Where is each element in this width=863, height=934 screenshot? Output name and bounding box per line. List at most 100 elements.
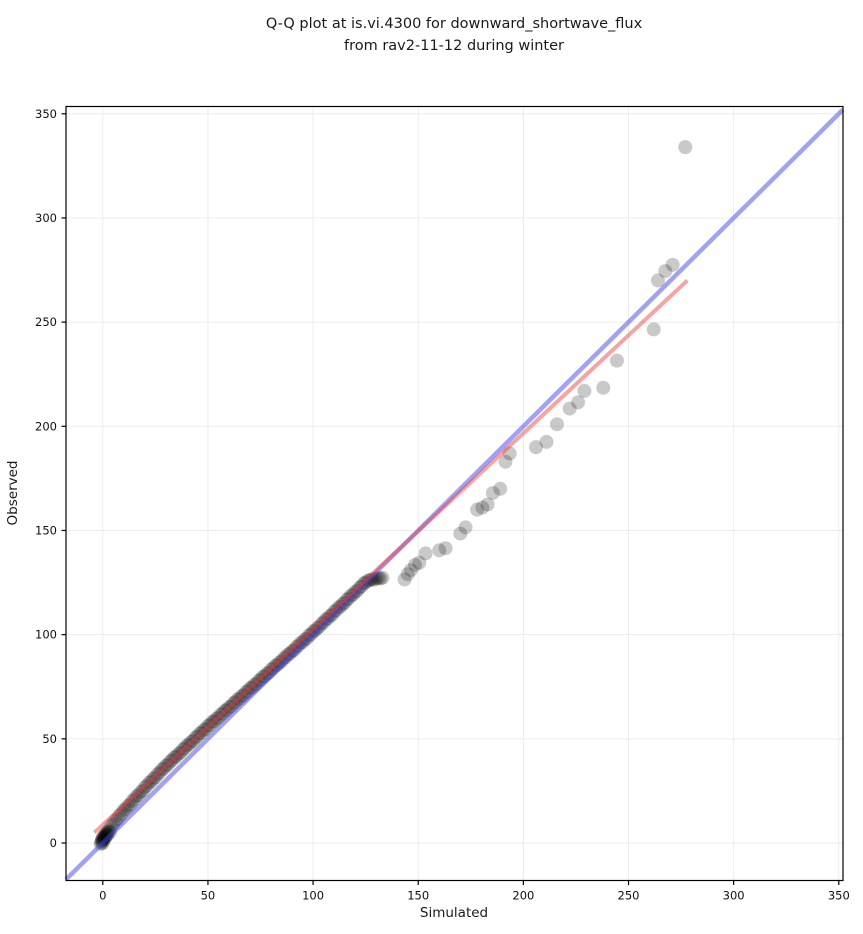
scatter-point	[127, 792, 142, 807]
y-tick-label: 100	[35, 628, 57, 642]
scatter-point	[453, 526, 468, 541]
scatter-point	[375, 570, 390, 585]
scatter-point	[373, 571, 388, 586]
x-tick-label: 150	[407, 889, 429, 903]
scatter-point	[203, 717, 218, 732]
scatter-point	[650, 273, 665, 288]
scatter-point	[207, 714, 222, 729]
scatter-point	[142, 775, 157, 790]
scatter-point	[148, 770, 163, 785]
scatter-point	[211, 710, 226, 725]
scatter-point	[609, 353, 624, 368]
x-tick-label: 350	[828, 889, 850, 903]
scatter-point	[118, 801, 133, 816]
y-tick-label: 300	[35, 211, 57, 225]
scatter-point	[412, 555, 427, 570]
y-tick-label: 200	[35, 419, 57, 433]
x-tick-label: 50	[201, 889, 216, 903]
scatter-point	[528, 440, 543, 455]
scatter-point	[131, 788, 146, 803]
scatter-point	[112, 808, 127, 823]
scatter-point	[658, 264, 673, 279]
scatter-point	[485, 485, 500, 500]
scatter-point	[200, 718, 215, 733]
scatter-point	[577, 383, 592, 398]
scatter-point	[163, 754, 178, 769]
scatter-point	[125, 794, 140, 809]
scatter-point	[198, 721, 213, 736]
scatter-point	[171, 746, 186, 761]
y-tick-label: 0	[50, 836, 57, 850]
scatter-point	[418, 546, 433, 561]
scatter-point	[177, 741, 192, 756]
scatter-point	[152, 765, 167, 780]
scatter-point	[186, 733, 201, 748]
scatter-point	[498, 454, 513, 469]
scatter-point	[502, 446, 517, 461]
scatter-point	[301, 628, 316, 643]
scatter-point	[188, 730, 203, 745]
scatter-point	[175, 742, 190, 757]
scatter-point	[562, 401, 577, 416]
scatter-point	[184, 734, 199, 749]
scatter-point	[226, 696, 241, 711]
scatter-point	[144, 774, 159, 789]
scatter-point	[297, 632, 312, 647]
scatter-point	[102, 825, 117, 840]
scatter-point	[493, 481, 508, 496]
scatter-point	[190, 729, 205, 744]
scatter-point	[408, 557, 423, 572]
scatter-point	[397, 572, 412, 587]
scatter-point	[475, 500, 490, 515]
scatter-point	[167, 750, 182, 765]
scatter-point	[192, 726, 207, 741]
scatter-point	[98, 830, 113, 845]
scatter-point	[646, 322, 661, 337]
scatter-point	[550, 417, 565, 432]
chart-title-line-1: Q-Q plot at is.vi.4300 for downward_shor…	[266, 16, 643, 32]
scatter-point	[121, 798, 136, 813]
chart-title-line-2: from rav2-11-12 during winter	[344, 38, 564, 54]
scatter-point	[135, 783, 150, 798]
scatter-point	[139, 778, 154, 793]
scatter-point	[287, 643, 302, 658]
plot-frame	[65, 105, 844, 882]
scatter-point	[230, 692, 245, 707]
scatter-point	[539, 434, 554, 449]
scatter-point	[158, 758, 173, 773]
scatter-point	[209, 711, 224, 726]
scatter-point	[205, 714, 220, 729]
scatter-point	[217, 703, 232, 718]
y-axis-label: Observed	[5, 461, 21, 526]
scatter-point	[221, 700, 236, 715]
y-tick-label: 250	[35, 315, 57, 329]
scatter-point	[403, 563, 418, 578]
trend-line	[93, 279, 689, 835]
chart-layers: 0 50 100 150 200 250 300 350 0 50 100 150 200 250 300 3…	[35, 105, 850, 903]
scatter-point	[470, 502, 485, 517]
scatter-point	[438, 541, 453, 556]
scatter-point	[213, 707, 228, 722]
scatter-point	[169, 749, 184, 764]
y-tick-label: 350	[35, 107, 57, 121]
scatter-point	[156, 761, 171, 776]
scatter-point	[137, 780, 152, 795]
scatter-point	[165, 753, 180, 768]
y-tick-label: 150	[35, 523, 57, 537]
x-tick-label: 250	[618, 889, 640, 903]
scatter-point	[150, 767, 165, 782]
scatter-point	[99, 828, 114, 843]
scatter-point	[571, 395, 586, 410]
scatter-point	[196, 723, 211, 738]
scatter-point	[179, 738, 194, 753]
scatter-point	[129, 789, 144, 804]
scatter-point	[291, 638, 306, 653]
scatter-point	[596, 380, 611, 395]
y-tick-label: 50	[42, 732, 57, 746]
scatter-point	[665, 257, 680, 272]
scatter-point	[400, 567, 415, 582]
x-tick-label: 300	[723, 889, 745, 903]
scatter-point	[173, 745, 188, 760]
x-tick-label: 100	[302, 889, 324, 903]
